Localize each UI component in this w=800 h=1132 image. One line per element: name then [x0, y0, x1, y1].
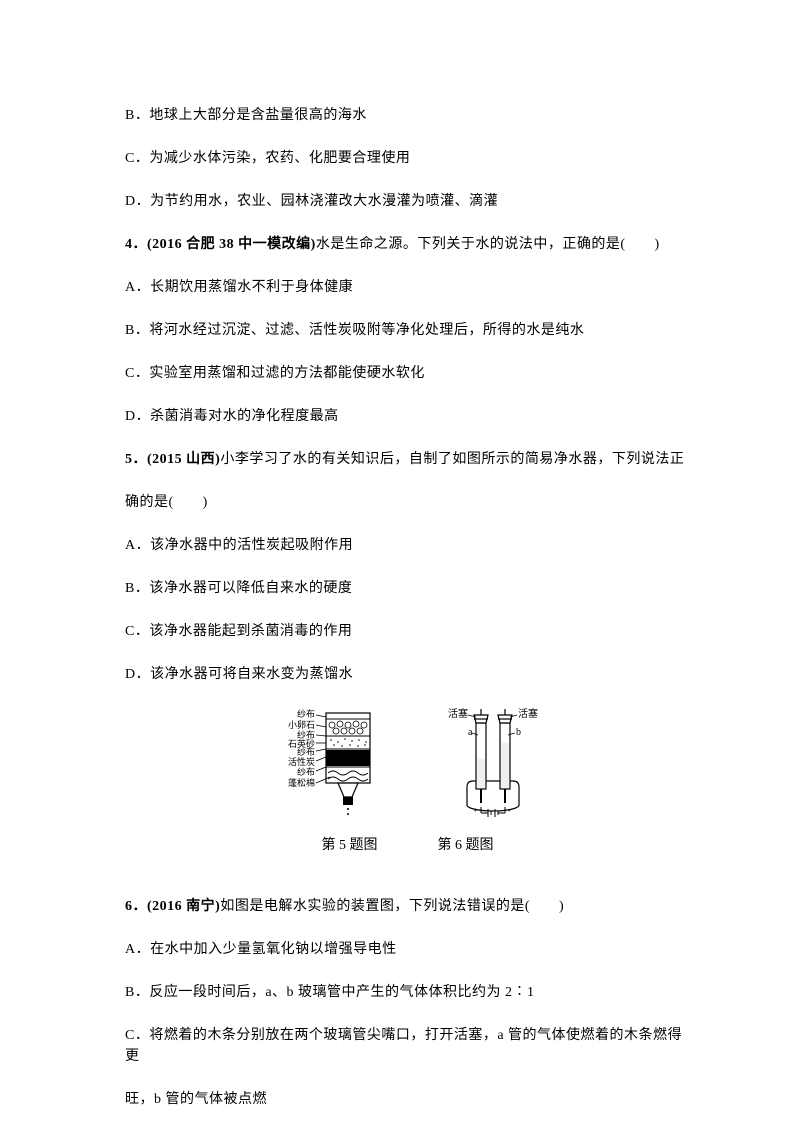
- q6-c-l2: 旺，b 管的气体被点燃: [125, 1089, 690, 1110]
- fig6-a: a: [468, 727, 473, 738]
- option-prev-d: D．为节约用水，农业、园林浇灌改大水漫灌为喷灌、滴灌: [125, 191, 690, 212]
- fig6-stopper-right: 活塞: [518, 707, 538, 720]
- q4-stem: 4．(2016 合肥 38 中一模改编)水是生命之源。下列关于水的说法中，正确的…: [125, 234, 690, 255]
- q5-stem-rest: 小李学习了水的有关知识后，自制了如图所示的简易净水器，下列说法正: [220, 452, 684, 467]
- svg-text:-: -: [508, 806, 511, 815]
- q5-a: A．该净水器中的活性炭起吸附作用: [125, 535, 690, 556]
- svg-text:+: +: [473, 806, 478, 815]
- figure-captions: 第 5 题图 第 6 题图: [125, 835, 690, 856]
- q6-stem: 6．(2016 南宁)如图是电解水实验的装置图，下列说法错误的是( ): [125, 896, 690, 917]
- fig6-b: b: [516, 727, 521, 738]
- fig5-label-4: 纱布: [296, 746, 314, 757]
- fig5-label-5: 活性炭: [287, 756, 314, 767]
- q6-b: B．反应一段时间后，a、b 玻璃管中产生的气体体积比约为 2∶1: [125, 982, 690, 1003]
- q5-d: D．该净水器可将自来水变为蒸馏水: [125, 664, 690, 685]
- q4-a: A．长期饮用蒸馏水不利于身体健康: [125, 277, 690, 298]
- fig5-label-7: 蓬松棉: [287, 777, 314, 788]
- q4-b: B．将河水经过沉淀、过滤、活性炭吸附等净化处理后，所得的水是纯水: [125, 320, 690, 341]
- fig5-caption: 第 5 题图: [322, 835, 378, 856]
- figure-6-electrolysis: + - 活塞 活塞 a b: [438, 707, 548, 817]
- q5-stem-l1: 5．(2015 山西)小李学习了水的有关知识后，自制了如图所示的简易净水器，下列…: [125, 449, 690, 470]
- option-prev-c: C．为减少水体污染，农药、化肥要合理使用: [125, 148, 690, 169]
- q4-stem-rest: 水是生命之源。下列关于水的说法中，正确的是( ): [316, 237, 660, 252]
- q6-stem-rest: 如图是电解水实验的装置图，下列说法错误的是( ): [220, 899, 564, 914]
- q6-a: A．在水中加入少量氢氧化钠以增强导电性: [125, 939, 690, 960]
- fig5-label-6: 纱布: [296, 766, 314, 777]
- fig5-label-0: 纱布: [296, 708, 314, 719]
- figure-row: 纱布 小卵石 纱布 石英砂 纱布 活性炭 纱布 蓬松棉: [125, 707, 690, 817]
- fig6-caption: 第 6 题图: [438, 835, 494, 856]
- q5-c: C．该净水器能起到杀菌消毒的作用: [125, 621, 690, 642]
- q5-stem-l2: 确的是( ): [125, 492, 690, 513]
- figure-5-purifier: 纱布 小卵石 纱布 石英砂 纱布 活性炭 纱布 蓬松棉: [268, 707, 398, 817]
- q6-c-l1: C．将燃着的木条分别放在两个玻璃管尖嘴口，打开活塞，a 管的气体使燃着的木条燃得…: [125, 1025, 690, 1067]
- q5-stem-bold: 5．(2015 山西): [125, 452, 220, 467]
- fig5-label-1: 小卵石: [287, 720, 314, 730]
- q4-stem-bold: 4．(2016 合肥 38 中一模改编): [125, 237, 316, 252]
- q5-b: B．该净水器可以降低自来水的硬度: [125, 578, 690, 599]
- option-prev-b: B．地球上大部分是含盐量很高的海水: [125, 105, 690, 126]
- fig6-stopper-left: 活塞: [448, 707, 468, 720]
- q4-c: C．实验室用蒸馏和过滤的方法都能使硬水软化: [125, 363, 690, 384]
- q6-stem-bold: 6．(2016 南宁): [125, 899, 220, 914]
- q4-d: D．杀菌消毒对水的净化程度最高: [125, 406, 690, 427]
